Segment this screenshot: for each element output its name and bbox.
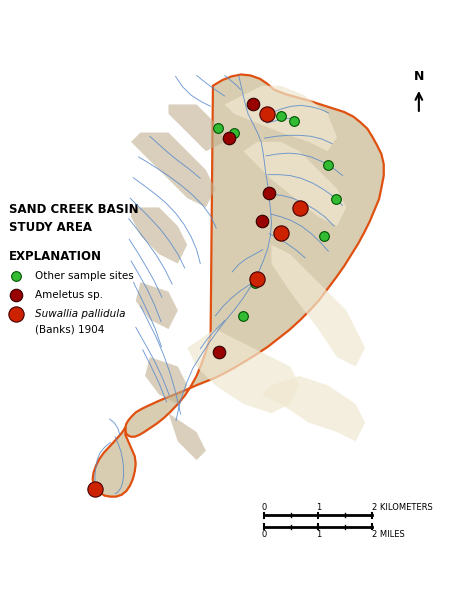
Text: 0: 0 [262,530,267,539]
Polygon shape [145,357,187,404]
Text: (Banks) 1904: (Banks) 1904 [35,324,104,334]
Polygon shape [225,85,337,151]
Polygon shape [262,376,365,441]
Text: Other sample sites: Other sample sites [35,271,134,281]
Polygon shape [271,245,365,367]
Text: Suwallia pallidula: Suwallia pallidula [35,309,125,319]
Polygon shape [187,329,300,414]
Text: EXPLANATION: EXPLANATION [9,249,102,262]
Text: 1: 1 [315,503,321,512]
Polygon shape [131,132,215,208]
Text: STUDY AREA: STUDY AREA [9,222,92,234]
Text: Ameletus sp.: Ameletus sp. [35,290,103,300]
Polygon shape [131,208,187,264]
Polygon shape [93,427,136,497]
Polygon shape [168,104,225,151]
Text: N: N [414,70,424,83]
Text: 0: 0 [262,503,267,512]
Text: 1: 1 [315,530,321,539]
Text: SAND CREEK BASIN: SAND CREEK BASIN [9,203,139,216]
Text: 2 KILOMETERS: 2 KILOMETERS [372,503,433,512]
Polygon shape [243,142,346,226]
Text: 2 MILES: 2 MILES [372,530,405,539]
Polygon shape [168,414,206,460]
Polygon shape [136,282,178,329]
Polygon shape [125,75,384,436]
